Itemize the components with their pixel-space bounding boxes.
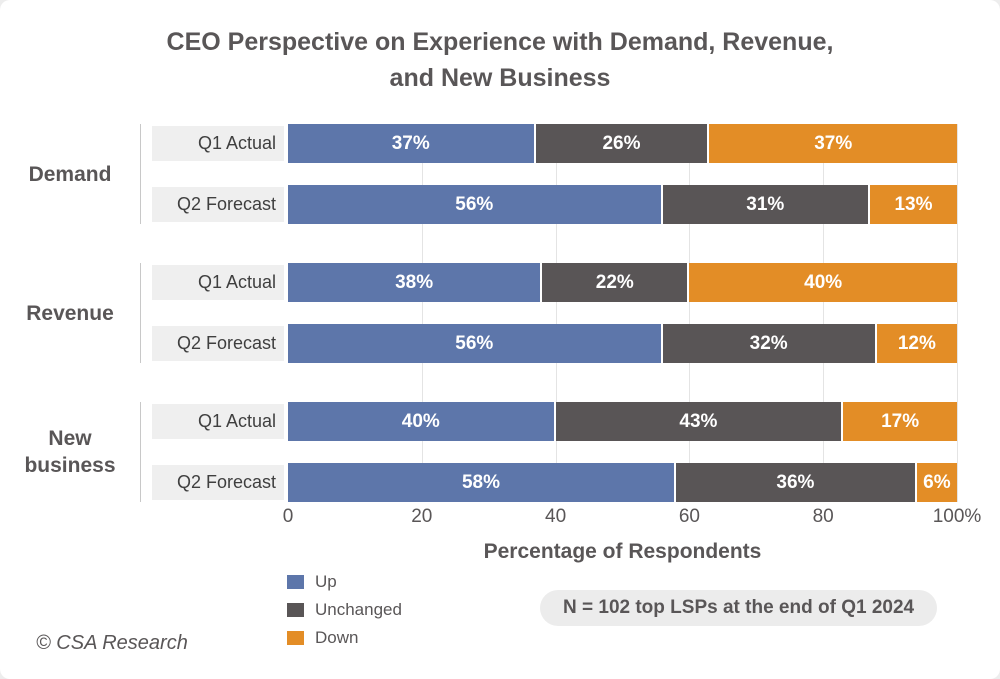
stacked-bar: 40% 43% 17% (288, 402, 957, 441)
legend-label: Down (315, 628, 359, 647)
legend-label: Up (315, 572, 337, 591)
bar-segment-down: 13% (870, 185, 957, 224)
bar-row: Q2 Forecast 58% 36% 6% (0, 463, 1000, 502)
row-label: Q2 Forecast (152, 326, 284, 361)
x-axis-tick-label: 60 (678, 506, 700, 527)
bar-segment-up: 37% (288, 124, 536, 163)
group-label: Demand (28, 162, 112, 186)
bar-row: Q1 Actual 37% 26% 37% (0, 124, 1000, 163)
bar-segment-unchanged: 31% (662, 185, 870, 224)
x-axis-tick-label: 80 (812, 506, 834, 527)
gridline (421, 124, 423, 502)
group-divider-line (140, 402, 141, 502)
row-label: Q1 Actual (152, 126, 284, 161)
bar-segment-up: 40% (288, 402, 556, 441)
x-axis-tick-label: 20 (411, 506, 433, 527)
legend-item: Up (287, 568, 402, 596)
bar-segment-unchanged: 32% (662, 324, 877, 363)
chart-title-line1: CEO Perspective on Experience with Deman… (166, 28, 834, 56)
legend-item: Unchanged (287, 596, 402, 624)
group-divider-line (140, 124, 141, 224)
chart-plot: Demand Q1 Actual 37% 26% 37% Q2 Forecast 56% 31… (0, 124, 1000, 502)
group-label: Revenue (26, 301, 114, 325)
bar-row: Q1 Actual 40% 43% 17% (0, 402, 1000, 441)
legend-swatch-icon (287, 631, 304, 645)
bar-segment-down: 37% (709, 124, 957, 163)
gridline (957, 124, 958, 502)
group-divider-line (140, 263, 141, 363)
gridline (689, 124, 691, 502)
x-axis-title: Percentage of Respondents (483, 540, 762, 563)
bar-segment-down: 17% (843, 402, 957, 441)
stacked-bar: 37% 26% 37% (288, 124, 957, 163)
row-label: Q1 Actual (152, 404, 284, 439)
bar-segment-up: 38% (288, 263, 543, 302)
row-label: Q1 Actual (152, 265, 284, 300)
gridline (823, 124, 825, 502)
x-axis-tick-label: 100% (932, 506, 982, 527)
group-label: New business (24, 427, 116, 477)
bar-row: Q1 Actual 38% 22% 40% (0, 263, 1000, 302)
gridlines (288, 124, 958, 502)
bar-segment-unchanged: 26% (535, 124, 710, 163)
bar-segment-unchanged: 36% (676, 463, 917, 502)
x-axis-tick-label: 40 (545, 506, 567, 527)
row-label: Q2 Forecast (152, 465, 284, 500)
copyright-attribution: © CSA Research (36, 632, 188, 654)
bar-row: Q2 Forecast 56% 31% 13% (0, 185, 1000, 224)
legend: Up Unchanged Down (287, 568, 402, 652)
chart-title-line2: and New Business (389, 64, 611, 92)
x-axis-tick-label: 0 (282, 506, 294, 527)
bar-segment-unchanged: 43% (555, 402, 844, 441)
category-group: Demand Q1 Actual 37% 26% 37% Q2 Forecast 56% 31… (0, 124, 1000, 224)
bar-segment-unchanged: 22% (542, 263, 690, 302)
legend-item: Down (287, 624, 402, 652)
chart-title: CEO Perspective on Experience with Deman… (0, 24, 1000, 96)
bar-segment-up: 58% (288, 463, 677, 502)
bar-segment-down: 40% (689, 263, 957, 302)
legend-swatch-icon (287, 603, 304, 617)
stacked-bar: 56% 31% 13% (288, 185, 957, 224)
sample-size-note: N = 102 top LSPs at the end of Q1 2024 (540, 590, 938, 626)
stacked-bar: 58% 36% 6% (288, 463, 957, 502)
stacked-bar: 38% 22% 40% (288, 263, 957, 302)
bar-row: Q2 Forecast 56% 32% 12% (0, 324, 1000, 363)
category-group: New business Q1 Actual 40% 43% 17% Q2 Forecas… (0, 402, 1000, 502)
gridline (555, 124, 557, 502)
legend-label: Unchanged (315, 600, 402, 619)
x-axis-ticks: 0 20 40 60 80 100% (283, 506, 982, 532)
bar-segment-down: 12% (876, 324, 957, 363)
bar-segment-up: 56% (288, 185, 663, 224)
category-group: Revenue Q1 Actual 38% 22% 40% Q2 Forecast 56% 3… (0, 263, 1000, 363)
legend-swatch-icon (287, 575, 304, 589)
bar-segment-up: 56% (288, 324, 663, 363)
stacked-bar: 56% 32% 12% (288, 324, 957, 363)
row-label: Q2 Forecast (152, 187, 284, 222)
bar-segment-down: 6% (916, 463, 957, 502)
